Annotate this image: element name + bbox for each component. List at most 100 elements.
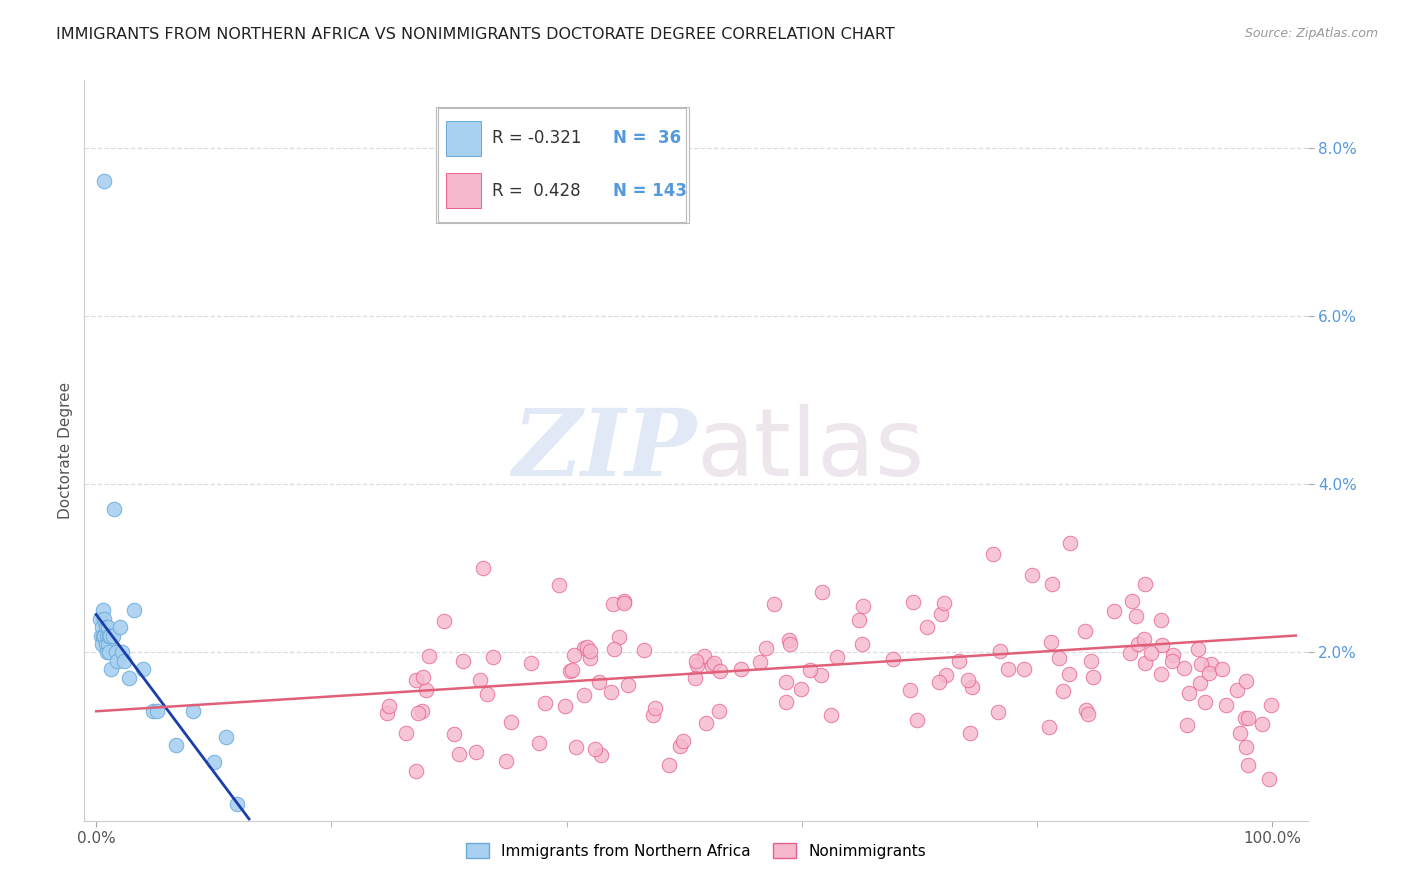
Text: N = 143: N = 143 (613, 182, 688, 200)
Point (960, 680, 983, 694)
Point (1173, 660, 1195, 674)
Point (94, 620, 117, 634)
Point (748, 655, 770, 669)
Point (1211, 662, 1233, 676)
Point (775, 675, 797, 690)
Point (443, 727, 465, 741)
Point (811, 584, 834, 599)
Point (1059, 536, 1081, 550)
Point (89, 612, 111, 626)
Point (132, 662, 155, 676)
Point (898, 683, 921, 698)
Point (1140, 647, 1163, 661)
Point (468, 673, 491, 687)
Point (929, 607, 952, 621)
Point (433, 614, 456, 628)
Point (956, 673, 979, 688)
Point (1194, 695, 1216, 709)
Point (778, 633, 800, 648)
Point (1178, 686, 1201, 700)
Point (529, 736, 551, 750)
Point (658, 757, 681, 772)
Point (394, 726, 416, 740)
Point (607, 630, 630, 644)
Point (97, 620, 120, 634)
Point (481, 650, 503, 665)
Point (533, 696, 555, 710)
Point (1052, 683, 1074, 698)
Point (94, 637, 117, 651)
Point (1077, 707, 1099, 722)
Point (554, 699, 576, 714)
Point (449, 747, 471, 761)
Point (790, 681, 813, 696)
Point (851, 637, 873, 651)
Point (1119, 646, 1142, 660)
Point (548, 578, 571, 592)
Point (1251, 717, 1274, 731)
Bar (446, 121, 481, 156)
Point (405, 764, 427, 778)
Point (1126, 637, 1149, 651)
Point (561, 663, 583, 677)
Point (981, 547, 1004, 561)
Point (1260, 698, 1282, 712)
Point (613, 593, 636, 607)
Point (820, 708, 842, 723)
Point (948, 654, 970, 668)
Point (1199, 657, 1222, 672)
Point (1040, 635, 1063, 649)
Point (408, 706, 430, 720)
Point (477, 687, 499, 701)
Point (412, 670, 434, 684)
Point (1161, 654, 1184, 668)
Point (779, 636, 801, 650)
Point (1161, 648, 1184, 663)
Point (202, 755, 225, 769)
Point (1229, 726, 1251, 740)
Point (613, 596, 636, 610)
Point (91, 628, 114, 642)
Point (91, 620, 114, 634)
Point (122, 603, 145, 617)
Point (564, 739, 586, 754)
Point (997, 662, 1019, 676)
Point (93, 174, 115, 188)
Point (585, 742, 607, 756)
Point (405, 673, 427, 687)
Point (579, 644, 602, 658)
Point (574, 688, 596, 702)
Point (472, 561, 495, 575)
Point (905, 713, 928, 727)
Point (591, 747, 613, 762)
Point (91, 603, 114, 617)
Point (377, 706, 399, 720)
Point (98, 628, 121, 642)
Text: N =  36: N = 36 (613, 129, 681, 147)
Point (692, 649, 714, 664)
Point (1152, 638, 1174, 652)
Point (1080, 654, 1102, 668)
Point (1175, 718, 1198, 732)
Point (101, 628, 124, 642)
Point (98, 628, 121, 642)
Text: ZIP: ZIP (512, 406, 696, 495)
Point (108, 620, 131, 634)
Point (775, 695, 797, 709)
Point (695, 716, 717, 731)
Point (1234, 711, 1257, 725)
Point (100, 662, 122, 676)
Point (959, 725, 981, 739)
Legend: Immigrants from Northern Africa, Nonimmigrants: Immigrants from Northern Africa, Nonimmi… (460, 837, 932, 865)
Point (560, 664, 582, 678)
Point (1021, 567, 1043, 582)
Point (641, 707, 664, 722)
Point (451, 654, 474, 668)
Point (214, 730, 236, 744)
Point (418, 649, 440, 664)
Point (1236, 757, 1258, 772)
Point (1038, 720, 1060, 734)
Point (519, 656, 541, 670)
Point (644, 700, 666, 714)
Point (378, 699, 401, 714)
